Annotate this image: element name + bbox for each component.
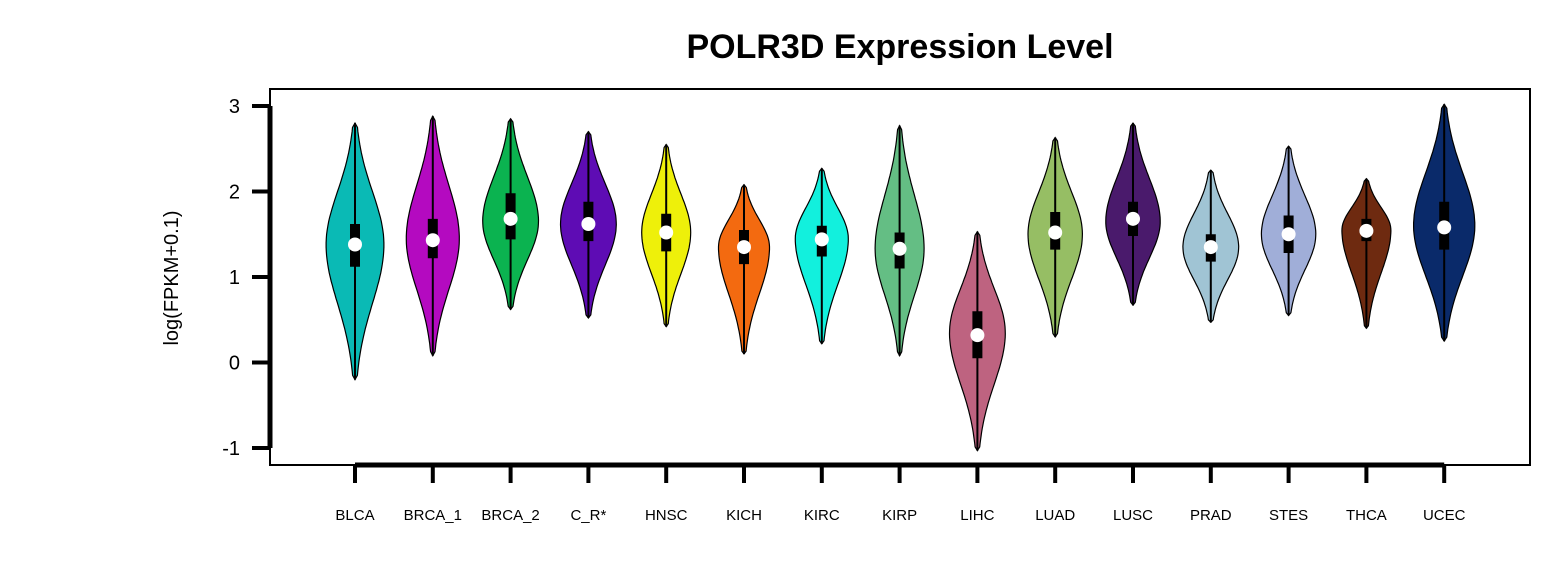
x-tick-label: PRAD	[1190, 507, 1232, 524]
violin-brca-2	[482, 117, 540, 311]
x-tick-label: BLCA	[335, 507, 374, 524]
violin-stes	[1260, 145, 1317, 317]
violin-median-point	[581, 216, 596, 231]
y-axis-label: log(FPKM+0.1)	[161, 210, 183, 345]
violin-median-point	[970, 328, 985, 343]
y-tick-label: 1	[229, 267, 240, 289]
violin-series	[325, 103, 1476, 452]
y-axis: -1 0 1 2 3	[222, 96, 273, 460]
violin-median-point	[1048, 225, 1063, 240]
x-tick-label: STES	[1269, 507, 1308, 524]
violin-kich	[717, 183, 771, 355]
y-tick-label: 0	[229, 353, 240, 375]
violin-median-point	[425, 233, 440, 248]
violin-median-point	[1281, 227, 1296, 242]
violin-median-point	[503, 211, 518, 226]
y-tick-label: -1	[222, 438, 240, 460]
x-tick-label: LUSC	[1113, 507, 1153, 524]
violin-median-point	[1437, 220, 1452, 235]
violin-kirc	[794, 167, 849, 345]
violin-median-point	[1126, 211, 1140, 226]
violin-kirp	[874, 124, 925, 357]
x-tick-label: UCEC	[1423, 507, 1466, 524]
x-tick-label: LUAD	[1035, 507, 1075, 524]
violin-hnsc	[641, 143, 692, 328]
violin-median-point	[737, 240, 751, 255]
violin-median-point	[1359, 223, 1374, 238]
x-axis: BLCA BRCA_1 BRCA_2 C_R* HNSC KICH KIRC KIRP LIHC…	[335, 462, 1466, 524]
violin-prad	[1182, 169, 1240, 324]
violin-blca	[325, 121, 385, 381]
violin-ucec	[1413, 103, 1476, 343]
y-tick-label: 2	[229, 182, 240, 204]
x-tick-label: KIRC	[804, 507, 840, 524]
violin-c-r-	[559, 130, 617, 319]
violin-lusc	[1105, 122, 1161, 307]
x-tick-label: BRCA_2	[481, 507, 539, 524]
x-tick-label: LIHC	[960, 507, 994, 524]
chart-title: POLR3D Expression Level	[686, 28, 1113, 66]
x-tick-label: THCA	[1346, 507, 1387, 524]
x-tick-label: KICH	[726, 507, 762, 524]
violin-thca	[1341, 177, 1392, 330]
x-tick-label: HNSC	[645, 507, 688, 524]
x-tick-label: KIRP	[882, 507, 917, 524]
violin-median-point	[1203, 240, 1218, 255]
x-tick-label: C_R*	[570, 507, 606, 524]
violin-median-point	[892, 241, 907, 256]
violin-lihc	[948, 230, 1006, 452]
violin-median-point	[814, 232, 829, 247]
violin-luad	[1027, 136, 1084, 338]
violin-median-point	[659, 225, 674, 240]
x-tick-label: BRCA_1	[404, 507, 462, 524]
violin-brca-1	[405, 115, 460, 357]
violin-median-point	[348, 237, 362, 252]
y-tick-label: 3	[229, 96, 240, 118]
